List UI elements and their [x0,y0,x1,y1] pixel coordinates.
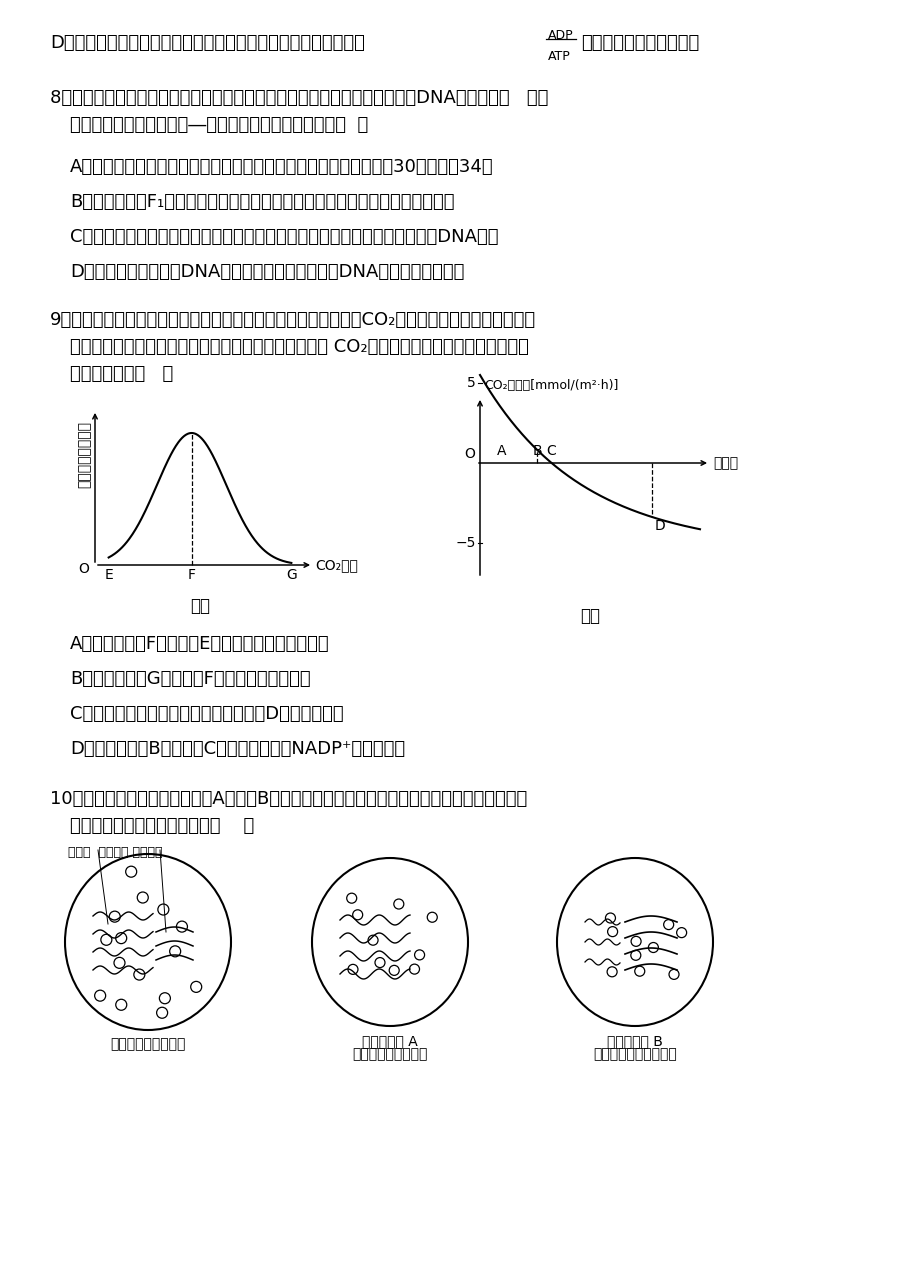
Text: 最适温度及其他条件保持不变的情况下某植物叶肉细胞 CO₂释放量随光强度变化的曲线。下列: 最适温度及其他条件保持不变的情况下某植物叶肉细胞 CO₂释放量随光强度变化的曲线… [70,338,528,355]
Text: 5: 5 [467,376,475,390]
Text: 内质网  高尔基体 分泌小泡: 内质网 高尔基体 分泌小泡 [68,846,163,859]
Text: 图乙: 图乙 [579,606,599,626]
Text: 蛋白质沉积在高尔基体: 蛋白质沉积在高尔基体 [593,1047,676,1061]
Text: CO₂浓度: CO₂浓度 [314,558,357,572]
Text: E: E [104,568,113,582]
Text: 光合强度增长速率: 光合强度增长速率 [77,422,91,488]
Text: A．图甲中，与F点相比，E点三砖化合物的含量较高: A．图甲中，与F点相比，E点三砖化合物的含量较高 [70,634,329,654]
Text: ATP: ATP [548,50,570,62]
Text: CO₂释放量[mmol/(m²·h)]: CO₂释放量[mmol/(m²·h)] [483,378,618,392]
Text: G: G [286,568,297,582]
Text: 学研究过程均采用了假说―演维法。下列叙述正确的是（  ）: 学研究过程均采用了假说―演维法。下列叙述正确的是（ ） [70,116,368,134]
Text: B．孟德尔依据F₁黄色圆粒豌豆的测交实验结果，提出解释自由组合现象的假说: B．孟德尔依据F₁黄色圆粒豌豆的测交实验结果，提出解释自由组合现象的假说 [70,192,454,211]
Text: 图所示。下列叙述不正确的是（    ）: 图所示。下列叙述不正确的是（ ） [70,817,254,834]
Text: 的比値增大的是放能反应: 的比値增大的是放能反应 [581,34,698,52]
Text: 正常细胞蛋白质分泌: 正常细胞蛋白质分泌 [110,1037,186,1051]
Text: 光强度: 光强度 [712,456,737,470]
Text: A: A [496,445,506,457]
Text: ADP: ADP [548,29,573,42]
Text: 8．孟德尔发现遗传规律，摔尔根提出基因的染色体理论，沃森、克里克推测DNA的复制方式   等科: 8．孟德尔发现遗传规律，摔尔根提出基因的染色体理论，沃森、克里克推测DNA的复制… [50,89,548,107]
Text: F: F [187,568,196,582]
Text: O: O [463,447,474,461]
Text: C: C [546,445,556,457]
Text: 分泌突变体 B: 分泌突变体 B [607,1034,663,1049]
Text: O: O [78,562,89,576]
Text: 10．经诱变、筛选得到几种基因A与基因B突变的酵母菌突变体，它们的蛋白质分泌过程异常，如: 10．经诱变、筛选得到几种基因A与基因B突变的酵母菌突变体，它们的蛋白质分泌过程… [50,790,527,808]
Text: D: D [654,519,664,533]
Text: −5: −5 [455,536,475,550]
Text: 蛋白质沉积在内质网: 蛋白质沉积在内质网 [352,1047,427,1061]
Text: 图甲: 图甲 [190,598,210,615]
Text: C．图乙中若其他条件不变，温度下降则D点往右下方移: C．图乙中若其他条件不变，温度下降则D点往右下方移 [70,705,344,724]
Text: B．图甲中，与G点相比，F点植物光饱和点较高: B．图甲中，与G点相比，F点植物光饱和点较高 [70,670,311,688]
Text: B: B [532,445,541,457]
Text: A．孟德尔依据解释豌豆分离现象的假说，预期测交实验结果为高范30株、矮范34株: A．孟德尔依据解释豌豆分离现象的假说，预期测交实验结果为高范30株、矮范34株 [70,158,494,176]
Text: D．在细胞的吸能反应、放能反应和突触释放遥质的过程中，能使: D．在细胞的吸能反应、放能反应和突触释放遥质的过程中，能使 [50,34,365,52]
Text: 叙述正确的是（   ）: 叙述正确的是（ ） [70,364,173,383]
Text: D．沃森、克里克依据DNA分子的双螺旋结构，提出DNA半保留复制的假说: D．沃森、克里克依据DNA分子的双螺旋结构，提出DNA半保留复制的假说 [70,262,464,282]
Text: D．若图乙中的B点骤变为C点时，短时间内NADP⁺含量将下降: D．若图乙中的B点骤变为C点时，短时间内NADP⁺含量将下降 [70,740,404,758]
Text: 分泌突变体 A: 分泌突变体 A [362,1034,417,1049]
Text: 9．图甲表示某光强度和适宜温度下，该植物光合强度增长速率随CO₂浓度变化的情况，图乙表示在: 9．图甲表示某光强度和适宜温度下，该植物光合强度增长速率随CO₂浓度变化的情况，… [50,311,536,329]
Text: C．摔尔根依据实验提出基因位于染色体的假说，证明基因是具有遗传效应的DNA片段: C．摔尔根依据实验提出基因位于染色体的假说，证明基因是具有遗传效应的DNA片段 [70,228,498,246]
